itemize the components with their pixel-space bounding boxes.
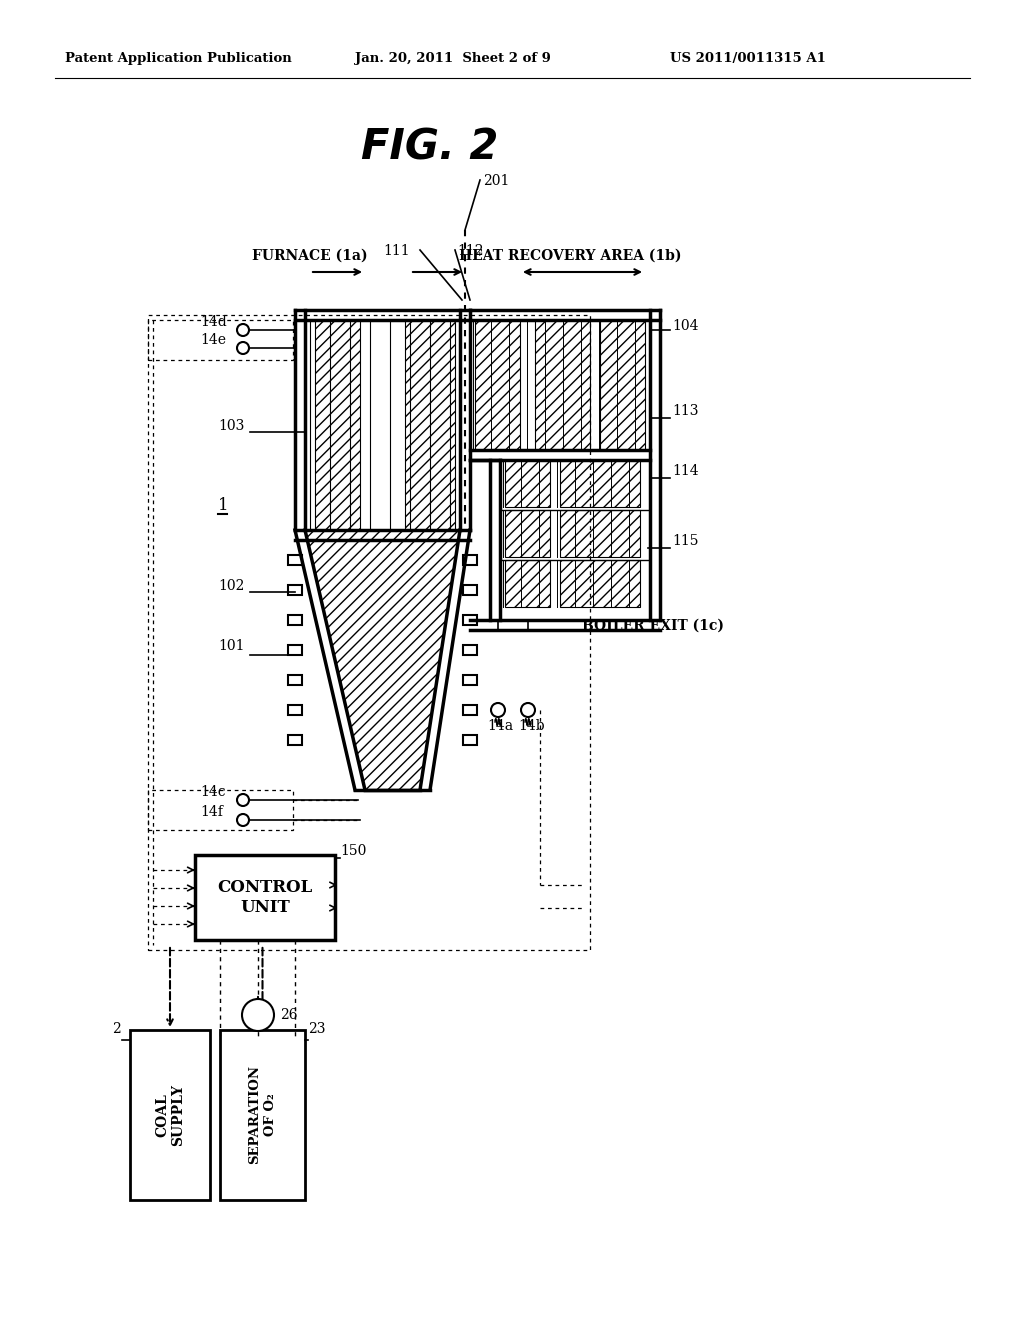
Text: Patent Application Publication: Patent Application Publication [65, 51, 292, 65]
Bar [463, 705, 477, 715]
Text: 104: 104 [672, 319, 698, 333]
Bar [148, 789, 293, 830]
Bar [463, 675, 477, 685]
Bar [288, 735, 302, 744]
Bar [288, 675, 302, 685]
Text: SEPARATION
OF O₂: SEPARATION OF O₂ [249, 1065, 276, 1164]
Bar [130, 1030, 210, 1200]
Bar [463, 615, 477, 624]
Text: 115: 115 [672, 535, 698, 548]
Text: BOILER EXIT (1c): BOILER EXIT (1c) [582, 619, 724, 634]
Bar [288, 554, 302, 565]
Text: 23: 23 [308, 1022, 326, 1036]
Text: 113: 113 [672, 404, 698, 418]
Bar [505, 510, 550, 557]
Circle shape [242, 999, 274, 1031]
Text: 103: 103 [218, 418, 245, 433]
Polygon shape [248, 1007, 268, 1016]
Bar [406, 319, 455, 531]
Bar [560, 510, 640, 557]
Bar [463, 735, 477, 744]
Polygon shape [305, 531, 460, 789]
Bar [600, 319, 645, 450]
Text: 14b: 14b [518, 719, 545, 733]
Text: HEAT RECOVERY AREA (1b): HEAT RECOVERY AREA (1b) [459, 249, 681, 263]
Text: 102: 102 [218, 579, 245, 593]
Bar [463, 554, 477, 565]
Bar [505, 560, 550, 607]
Bar [463, 645, 477, 655]
Circle shape [521, 704, 535, 717]
Text: 14a: 14a [487, 719, 513, 733]
Circle shape [237, 795, 249, 807]
Text: 14f: 14f [200, 805, 223, 818]
Text: FIG. 2: FIG. 2 [361, 127, 499, 169]
Text: CONTROL
UNIT: CONTROL UNIT [217, 879, 312, 916]
Bar [475, 319, 520, 450]
Text: 112: 112 [457, 244, 483, 257]
Text: 14e: 14e [200, 333, 226, 347]
Circle shape [237, 323, 249, 337]
Bar [288, 645, 302, 655]
Bar [463, 585, 477, 595]
Bar [288, 615, 302, 624]
Bar [195, 855, 335, 940]
Text: FURNACE (1a): FURNACE (1a) [252, 249, 368, 263]
Circle shape [237, 814, 249, 826]
Polygon shape [248, 1012, 268, 1023]
Text: 2: 2 [112, 1022, 121, 1036]
Text: 111: 111 [383, 244, 410, 257]
Text: 150: 150 [340, 843, 367, 858]
Bar [288, 585, 302, 595]
Bar [288, 705, 302, 715]
Text: 14c: 14c [200, 785, 225, 799]
Bar [148, 319, 293, 360]
Bar [560, 560, 640, 607]
Text: 1: 1 [218, 498, 228, 513]
Bar [505, 459, 550, 507]
Text: 101: 101 [218, 639, 245, 653]
Circle shape [237, 342, 249, 354]
Text: US 2011/0011315 A1: US 2011/0011315 A1 [670, 51, 826, 65]
Bar [560, 459, 640, 507]
Text: 26: 26 [280, 1008, 298, 1022]
Text: COAL
SUPPLY: COAL SUPPLY [155, 1084, 185, 1146]
Text: 201: 201 [483, 174, 509, 187]
Bar [315, 319, 360, 531]
Bar [535, 319, 590, 450]
Text: 14d: 14d [200, 315, 226, 329]
Circle shape [490, 704, 505, 717]
Text: Jan. 20, 2011  Sheet 2 of 9: Jan. 20, 2011 Sheet 2 of 9 [355, 51, 551, 65]
Bar [148, 315, 590, 950]
Text: 114: 114 [672, 465, 698, 478]
Bar [220, 1030, 305, 1200]
